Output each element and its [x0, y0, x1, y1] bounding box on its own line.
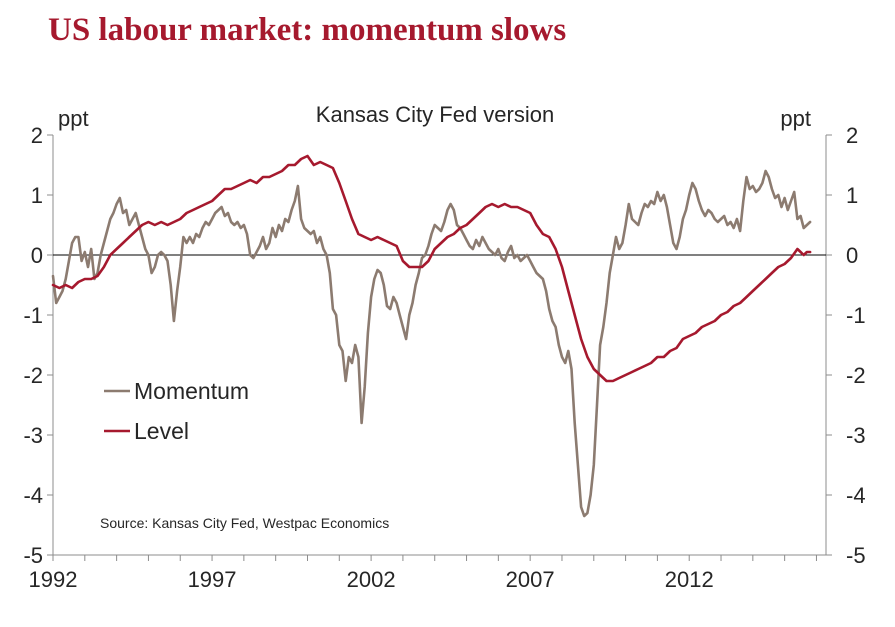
y-tick-label-left: 2 — [31, 123, 43, 148]
source-note: Source: Kansas City Fed, Westpac Economi… — [100, 515, 389, 531]
legend-label-momentum: Momentum — [134, 378, 249, 404]
y-tick-label-left: 0 — [31, 243, 43, 268]
page-title: US labour market: momentum slows — [48, 12, 567, 48]
y-tick-label-left: -1 — [23, 303, 43, 328]
chart-subtitle: Kansas City Fed version — [316, 102, 554, 127]
y-tick-label-right: -2 — [846, 363, 866, 388]
series-line-level — [51, 154, 812, 383]
y-unit-right: ppt — [780, 106, 811, 131]
y-tick-label-right: -3 — [846, 423, 866, 448]
legend-label-level: Level — [134, 418, 189, 444]
plot-frame — [52, 135, 827, 556]
y-tick-label-right: -4 — [846, 483, 866, 508]
y-tick-label-left: -2 — [23, 363, 43, 388]
x-tick-label: 2002 — [347, 567, 396, 592]
x-tick-label: 1997 — [188, 567, 237, 592]
y-tick-label-left: -4 — [23, 483, 43, 508]
y-tick-label-right: -1 — [846, 303, 866, 328]
y-tick-label-left: 1 — [31, 183, 43, 208]
y-tick-label-left: -3 — [23, 423, 43, 448]
legend: Momentum Level — [104, 378, 249, 444]
y-axis-right: 2 1 0 -1 -2 -3 -4 -5 — [826, 123, 866, 568]
series-lines — [51, 154, 812, 518]
y-tick-label-left: -5 — [23, 543, 43, 568]
y-unit-left: ppt — [58, 106, 89, 131]
y-tick-label-right: 2 — [846, 123, 858, 148]
y-tick-label-right: -5 — [846, 543, 866, 568]
series-line-momentum — [51, 169, 812, 518]
x-tick-label: 1992 — [29, 567, 78, 592]
y-axis-left: 2 1 0 -1 -2 -3 -4 -5 — [23, 123, 53, 568]
y-tick-label-right: 0 — [846, 243, 858, 268]
y-tick-label-right: 1 — [846, 183, 858, 208]
x-axis: 1992 1997 2002 2007 2012 — [29, 555, 817, 592]
x-tick-label: 2007 — [506, 567, 555, 592]
x-tick-label: 2012 — [665, 567, 714, 592]
